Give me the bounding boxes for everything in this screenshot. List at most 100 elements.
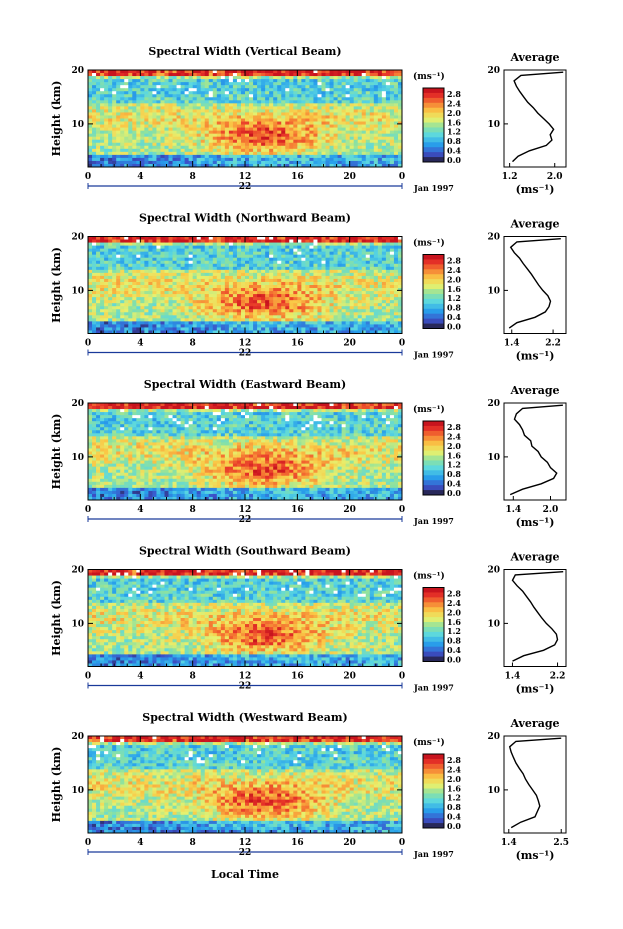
- y-tick-label: 10: [71, 120, 84, 130]
- heatmap-cells: [88, 236, 403, 334]
- colorbar-tick-label: 1.2: [447, 127, 461, 137]
- colorbar-tick-label: 1.6: [447, 284, 461, 294]
- x-tick-label: 16: [291, 838, 304, 848]
- colorbar-tick-label: 2.0: [447, 441, 461, 451]
- colorbar-tick-label: 0.0: [447, 322, 461, 332]
- x-tick-label: 0: [85, 672, 91, 682]
- x-tick-label: 4: [137, 505, 143, 515]
- colorbar-tick-label: 2.8: [447, 89, 461, 99]
- average-y-tick-label: 10: [487, 786, 500, 796]
- colorbar-unit: (ms⁻¹): [413, 404, 445, 415]
- average-y-tick-label: 10: [487, 619, 500, 629]
- average-frame: [503, 735, 567, 834]
- month-label: Jan 1997: [413, 350, 454, 360]
- y-tick-label: 10: [71, 786, 84, 796]
- x-tick-label: 12: [239, 672, 252, 682]
- colorbar: [422, 420, 445, 496]
- x-tick-label: 16: [291, 505, 304, 515]
- x-tick-label: 20: [343, 339, 356, 349]
- average-y-tick-label: 10: [487, 286, 500, 296]
- colorbar-tick-label: 1.6: [447, 117, 461, 127]
- average-title: Average: [509, 384, 559, 397]
- x-axis-label: Local Time: [211, 868, 279, 881]
- average-x-axis-label: (ms⁻¹): [516, 350, 555, 363]
- colorbar-tick-label: 0.8: [447, 303, 461, 313]
- colorbar-tick-label: 2.0: [447, 607, 461, 617]
- x-tick-label: 20: [343, 838, 356, 848]
- panel-title: Spectral Width (Vertical Beam): [148, 45, 341, 58]
- average-y-tick-label: 10: [487, 453, 500, 463]
- y-axis-label: Height (km): [50, 414, 63, 490]
- x-tick-label: 4: [137, 172, 143, 182]
- y-axis-label: Height (km): [50, 247, 63, 323]
- average-y-tick-label: 20: [487, 66, 500, 76]
- average-frame: [503, 69, 567, 168]
- colorbar-tick-label: 2.4: [447, 265, 461, 275]
- heatmap-cells: [88, 70, 403, 168]
- colorbar-tick-label: 2.4: [447, 98, 461, 108]
- average-y-tick-label: 20: [487, 566, 500, 576]
- colorbar-tick-label: 2.8: [447, 422, 461, 432]
- spectral-width-panel: Spectral Width (Southward Beam) 20 10 Heigh…: [50, 545, 567, 696]
- average-x-tick-label: 2.2: [545, 339, 561, 349]
- heatmap-cells: [88, 736, 403, 834]
- average-y-tick-label: 20: [487, 732, 500, 742]
- colorbar-tick-label: 0.4: [447, 645, 461, 655]
- panel-title: Spectral Width (Southward Beam): [139, 545, 351, 558]
- day-label: 22: [239, 682, 252, 692]
- colorbar-unit: (ms⁻¹): [413, 737, 445, 748]
- colorbar-tick-label: 2.0: [447, 108, 461, 118]
- colorbar-tick-label: 0.8: [447, 636, 461, 646]
- average-x-tick-label: 1.4: [504, 339, 520, 349]
- x-tick-label: 8: [190, 838, 196, 848]
- x-tick-label: 4: [137, 339, 143, 349]
- colorbar-tick-label: 0.8: [447, 802, 461, 812]
- x-tick-label: 0: [399, 339, 405, 349]
- average-x-axis-label: (ms⁻¹): [516, 516, 555, 529]
- colorbar-tick-label: 2.4: [447, 598, 461, 608]
- colorbar-tick-label: 2.8: [447, 589, 461, 599]
- colorbar-tick-label: 0.0: [447, 655, 461, 665]
- colorbar-unit: (ms⁻¹): [413, 571, 445, 582]
- y-tick-label: 10: [71, 619, 84, 629]
- x-tick-label: 12: [239, 505, 252, 515]
- average-x-tick-label: 1.4: [505, 672, 521, 682]
- colorbar: [422, 254, 445, 329]
- month-label: Jan 1997: [413, 516, 454, 526]
- day-label: 22: [239, 182, 252, 192]
- colorbar-tick-label: 1.6: [447, 450, 461, 460]
- y-axis-label: Height (km): [50, 81, 63, 157]
- colorbar-tick-label: 0.8: [447, 469, 461, 479]
- x-tick-label: 20: [343, 505, 356, 515]
- average-profile-line: [508, 238, 561, 329]
- month-label: Jan 1997: [413, 849, 454, 859]
- average-profile-line: [509, 404, 563, 496]
- colorbar-tick-label: 0.4: [447, 312, 461, 322]
- spectral-width-panel: Spectral Width (Westward Beam) 20 10 Height…: [50, 711, 569, 862]
- x-tick-label: 0: [85, 339, 91, 349]
- average-x-tick-label: 2.0: [543, 505, 559, 515]
- colorbar-tick-label: 0.8: [447, 136, 461, 146]
- average-title: Average: [509, 551, 559, 564]
- x-tick-label: 0: [399, 672, 405, 682]
- colorbar-tick-label: 0.4: [447, 479, 461, 489]
- x-tick-label: 0: [85, 838, 91, 848]
- y-axis-label: Height (km): [50, 580, 63, 656]
- colorbar-tick-label: 0.0: [447, 155, 461, 165]
- colorbar: [422, 753, 445, 829]
- colorbar-tick-label: 1.2: [447, 793, 461, 803]
- average-profile-line: [511, 571, 564, 662]
- colorbar-unit: (ms⁻¹): [413, 238, 445, 249]
- month-label: Jan 1997: [413, 683, 454, 693]
- x-tick-label: 8: [190, 505, 196, 515]
- average-x-tick-label: 1.4: [505, 505, 521, 515]
- colorbar-tick-label: 0.4: [447, 146, 461, 156]
- x-tick-label: 20: [343, 672, 356, 682]
- panel-title: Spectral Width (Eastward Beam): [144, 378, 346, 391]
- y-tick-label: 20: [71, 566, 84, 576]
- average-profile-line: [508, 737, 562, 829]
- x-tick-label: 8: [190, 672, 196, 682]
- colorbar-tick-label: 2.0: [447, 274, 461, 284]
- panel-title: Spectral Width (Westward Beam): [142, 711, 347, 724]
- colorbar-tick-label: 2.4: [447, 764, 461, 774]
